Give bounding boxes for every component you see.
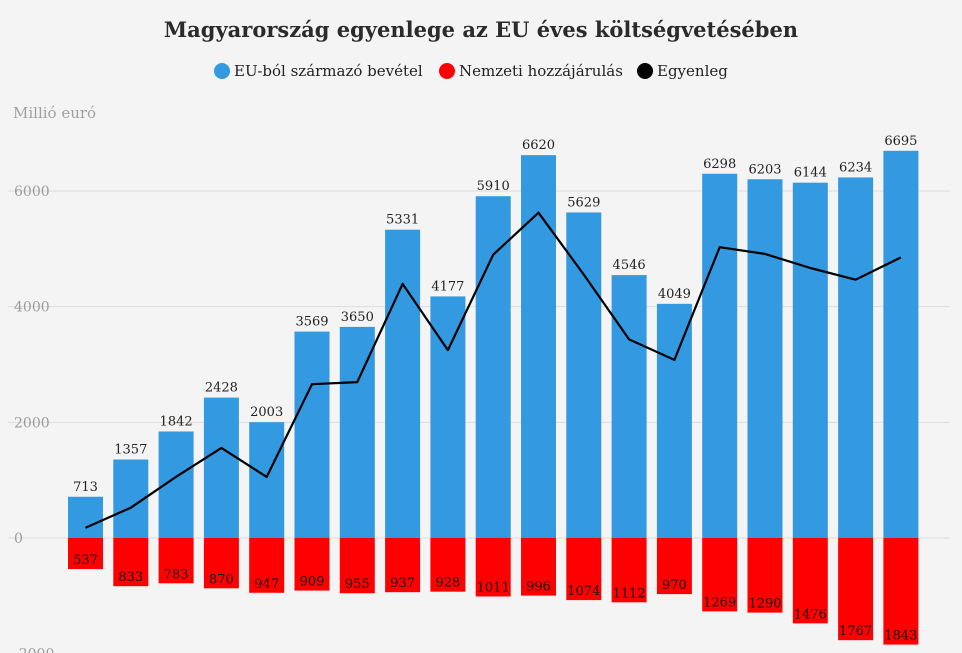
y-axis-unit-label: Millió euró (13, 104, 96, 122)
revenue-bar (702, 173, 738, 538)
revenue-bar (294, 331, 330, 538)
contribution-value-label: 970 (662, 578, 687, 593)
revenue-value-label: 1357 (114, 443, 147, 458)
revenue-value-label: 713 (73, 480, 98, 495)
contribution-bar (430, 538, 466, 592)
y-tick-label: 4000 (14, 300, 50, 316)
contribution-value-label: 955 (345, 577, 370, 592)
contribution-bar (68, 538, 103, 570)
y-tick-label: 2000 (14, 415, 50, 431)
revenue-value-label: 4177 (431, 279, 464, 294)
contribution-bar (339, 538, 375, 594)
balance-series-line (85, 211, 902, 529)
contribution-value-label: 937 (390, 576, 415, 591)
y-tick-label: 0 (14, 531, 23, 547)
contribution-value-label: 1290 (748, 597, 781, 612)
y-axis-ticks: 0 2000 4000 6000 -2000 (14, 184, 54, 653)
revenue-value-label: 6203 (748, 162, 781, 177)
revenue-value-label: 1842 (160, 414, 193, 429)
contribution-bar (792, 538, 828, 624)
contribution-value-label: 1476 (794, 607, 827, 622)
revenue-bar (203, 397, 239, 538)
contribution-value-label: 909 (300, 575, 325, 590)
contribution-bar (566, 538, 602, 601)
contribution-bar (702, 538, 738, 612)
revenue-value-label: 4546 (613, 258, 646, 273)
revenue-value-label: 5331 (386, 213, 419, 228)
contribution-bar (158, 538, 194, 584)
contribution-bar (475, 538, 511, 597)
revenue-bar (656, 303, 692, 538)
revenue-value-label: 6298 (703, 157, 736, 172)
contribution-bar (656, 538, 692, 595)
contribution-bar (883, 538, 919, 645)
chart-title: Magyarország egyenlege az EU éves költsé… (164, 17, 798, 42)
revenue-bar (68, 496, 103, 538)
revenue-bar (475, 196, 511, 538)
contribution-value-label: 928 (435, 576, 460, 591)
balance-line (85, 211, 902, 529)
contribution-value-label: 1112 (613, 586, 646, 601)
contribution-value-label: 947 (254, 577, 279, 592)
revenue-value-label: 6695 (884, 134, 917, 149)
revenue-bar (385, 229, 421, 539)
data-labels: 713 537 1357 833 1842 783 2428 870 2003 947 3569 90… (73, 134, 917, 644)
contribution-bar (747, 538, 783, 613)
revenue-bar (883, 150, 919, 538)
contribution-bar (113, 538, 149, 587)
revenue-value-label: 3650 (341, 310, 374, 325)
contribution-value-label: 783 (164, 567, 189, 582)
revenue-bar (611, 275, 647, 538)
revenue-value-label: 2428 (205, 381, 238, 396)
revenue-bar (838, 177, 874, 539)
revenue-bars (68, 150, 919, 539)
legend-marker-balance (637, 63, 653, 79)
contribution-bar (611, 538, 647, 603)
revenue-bar (566, 212, 602, 538)
revenue-value-label: 5910 (477, 179, 510, 194)
legend-marker-contribution (439, 63, 455, 79)
legend-marker-revenue (214, 63, 230, 79)
contribution-value-label: 833 (118, 570, 143, 585)
legend: EU-ból származó bevétel Nemzeti hozzájár… (214, 62, 728, 80)
contribution-value-label: 1011 (477, 580, 510, 595)
contribution-bar (294, 538, 330, 591)
contribution-value-label: 1843 (884, 629, 917, 644)
revenue-value-label: 6620 (522, 138, 555, 153)
revenue-bar (430, 296, 466, 538)
legend-label-revenue: EU-ból származó bevétel (234, 62, 423, 80)
legend-label-balance: Egyenleg (657, 62, 728, 80)
y-tick-label: -2000 (14, 647, 54, 653)
revenue-value-label: 6144 (794, 166, 827, 181)
y-tick-label: 6000 (14, 184, 50, 200)
revenue-value-label: 4049 (658, 287, 691, 302)
contribution-bar (249, 538, 285, 593)
contribution-value-label: 996 (526, 580, 551, 595)
contribution-value-label: 1074 (567, 584, 600, 599)
legend-label-contribution: Nemzeti hozzájárulás (459, 62, 623, 80)
contribution-value-label: 537 (73, 553, 98, 568)
revenue-bar (792, 182, 828, 538)
revenue-bar (521, 155, 556, 539)
contribution-bar (385, 538, 421, 593)
contribution-bar (203, 538, 239, 589)
revenue-value-label: 5629 (567, 195, 600, 210)
contribution-bar (521, 538, 556, 596)
revenue-value-label: 3569 (295, 315, 328, 330)
contribution-bar (838, 538, 874, 641)
revenue-bar (339, 326, 375, 538)
revenue-bar (747, 179, 783, 538)
revenue-bar (249, 422, 285, 538)
contribution-bars (68, 538, 919, 645)
revenue-value-label: 2003 (250, 405, 283, 420)
contribution-value-label: 1767 (839, 624, 872, 639)
contribution-value-label: 1269 (703, 595, 736, 610)
contribution-value-label: 870 (209, 572, 234, 587)
revenue-value-label: 6234 (839, 160, 872, 175)
